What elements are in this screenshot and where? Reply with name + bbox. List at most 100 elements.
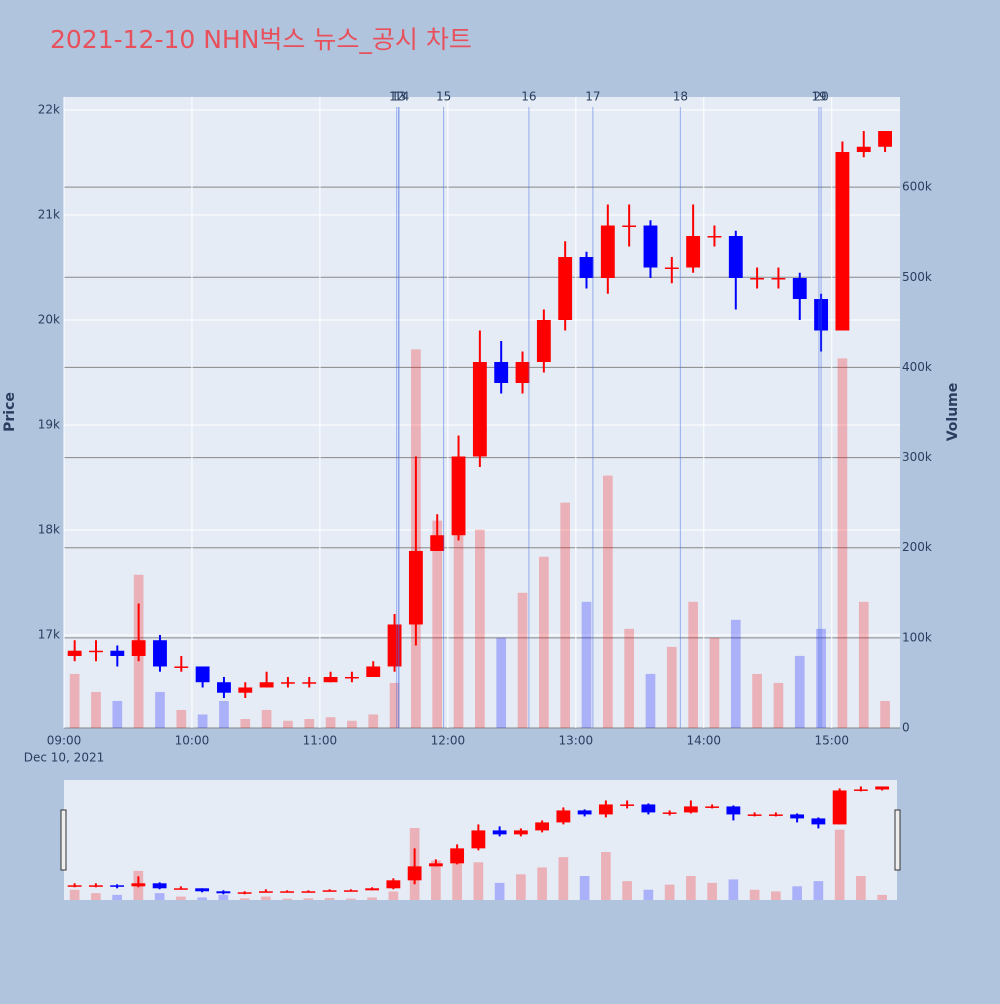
mini-candle-body xyxy=(301,891,316,893)
mini-candle-body xyxy=(832,790,847,825)
mini-candle-body xyxy=(492,830,507,835)
mini-candle-body xyxy=(535,822,550,831)
news-label: 16 xyxy=(521,90,536,104)
range-handle[interactable] xyxy=(894,809,901,871)
chart-title: 2021-12-10 NHN벅스 뉴스_공시 차트 xyxy=(50,25,472,54)
y-tick-label: 22k xyxy=(38,103,60,117)
candle-body xyxy=(707,236,722,238)
candle-body xyxy=(131,640,146,656)
mini-candle-body xyxy=(662,812,677,814)
mini-volume-bar xyxy=(324,897,335,900)
candle-body xyxy=(280,682,295,684)
y-tick-label: 19k xyxy=(38,417,60,431)
range-handle[interactable] xyxy=(60,809,67,871)
mini-volume-bar xyxy=(728,879,739,900)
mini-candle-body xyxy=(513,830,528,835)
volume-bar xyxy=(880,700,890,728)
mini-candle-body xyxy=(280,891,295,893)
mini-volume-bar xyxy=(282,898,292,900)
volume-bar xyxy=(730,619,741,728)
mini-candle-body xyxy=(598,804,613,815)
candle-body xyxy=(67,650,82,656)
volume-bar xyxy=(197,714,208,728)
mini-candle-body xyxy=(386,880,401,889)
mini-candle-body xyxy=(768,814,783,816)
mini-candle-body xyxy=(726,806,741,815)
volume-bar xyxy=(538,556,549,728)
volume-bar xyxy=(709,637,720,728)
news-label: 20 xyxy=(813,90,828,104)
mini-volume-bar xyxy=(516,874,526,900)
volume-bar xyxy=(624,628,635,728)
volume-bar xyxy=(325,717,336,728)
mini-candle-body xyxy=(811,818,826,825)
mini-candle-body xyxy=(216,891,231,894)
y2-tick-label: 100k xyxy=(902,630,932,644)
candle-body xyxy=(728,236,743,279)
mini-volume-bar xyxy=(686,876,696,900)
volume-bar xyxy=(368,714,379,728)
mini-volume-bar xyxy=(792,886,802,900)
y2-tick-label: 200k xyxy=(902,540,932,554)
mini-candle-body xyxy=(237,892,252,894)
x-tick-label: 12:00 xyxy=(431,734,466,748)
mini-candle-body xyxy=(428,863,443,867)
volume-bar xyxy=(666,646,677,728)
mini-candle-body xyxy=(450,848,465,864)
candle-body xyxy=(259,682,274,688)
x-tick-label: 15:00 xyxy=(814,734,849,748)
news-label: 19 xyxy=(811,90,826,104)
mini-candle-body xyxy=(705,806,720,808)
candle-body xyxy=(579,257,594,279)
news-label: 12 xyxy=(389,90,404,104)
y-tick-label: 17k xyxy=(38,627,60,641)
mini-volume-bar xyxy=(112,894,122,900)
mini-volume-bar xyxy=(622,881,632,900)
y2-tick-label: 300k xyxy=(902,450,932,464)
mini-candle-body xyxy=(747,814,762,816)
mini-volume-bar xyxy=(239,898,250,900)
candle-body xyxy=(89,650,103,653)
candle-body xyxy=(856,146,871,153)
news-label: 15 xyxy=(436,90,451,104)
volume-bar xyxy=(581,601,592,728)
mini-candle-body xyxy=(853,789,868,791)
y2-tick-label: 600k xyxy=(902,180,932,194)
mini-volume-bar xyxy=(494,882,505,900)
mini-volume-bar xyxy=(69,889,80,900)
y2-tick-label: 400k xyxy=(902,360,932,374)
candle-body xyxy=(195,666,210,683)
candle-body xyxy=(238,687,253,693)
mini-volume-bar xyxy=(346,898,356,900)
y2-axis-title: Volume xyxy=(945,383,961,442)
mini-volume-bar xyxy=(749,889,760,900)
candle-body xyxy=(451,456,466,536)
y-tick-label: 20k xyxy=(38,313,60,327)
volume-bar xyxy=(645,673,656,728)
volume-bar xyxy=(688,601,698,728)
volume-bar xyxy=(219,700,229,728)
volume-bar xyxy=(240,718,251,728)
volume-bar xyxy=(858,601,869,728)
volume-bar xyxy=(560,502,571,728)
volume-bar xyxy=(602,475,613,728)
candle-body xyxy=(878,131,893,147)
volume-bar xyxy=(475,529,485,728)
mini-volume-bar xyxy=(431,860,441,900)
mini-candle-body xyxy=(620,804,635,806)
x-tick-label: 11:00 xyxy=(303,734,338,748)
candle-body xyxy=(302,682,317,684)
volume-bar xyxy=(517,592,528,728)
mini-volume-bar xyxy=(643,889,654,900)
mini-volume-bar xyxy=(218,894,229,900)
x-tick-label: 13:00 xyxy=(559,734,594,748)
x-tick-label: 09:00 xyxy=(47,734,82,748)
candle-body xyxy=(536,320,551,362)
volume-bar xyxy=(389,682,400,728)
mini-candle-body xyxy=(577,810,592,815)
candle-body xyxy=(686,236,701,268)
x-date-label: Dec 10, 2021 xyxy=(24,751,104,765)
candle-body xyxy=(643,225,658,268)
volume-bar xyxy=(794,655,805,728)
